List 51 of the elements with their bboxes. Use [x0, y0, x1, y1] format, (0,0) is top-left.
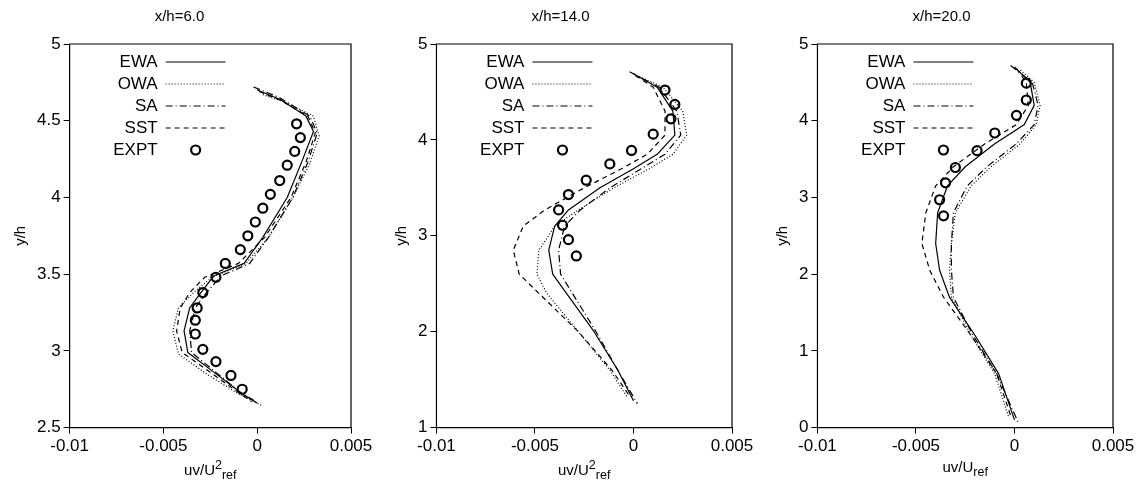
y-tick-label: 4.5 — [36, 110, 61, 130]
y-tick-label: 2 — [798, 263, 809, 283]
legend-label: EWA — [486, 51, 526, 71]
y-tick-label: 0 — [798, 417, 809, 437]
legend-label: EXPT — [480, 139, 525, 159]
x-tick-label: -0.01 — [798, 436, 837, 456]
chart-title: x/h=6.0 — [154, 7, 205, 25]
legend-label: SST — [491, 117, 525, 137]
y-tick-label: 4 — [417, 129, 428, 149]
legend-label: EXPT — [861, 139, 906, 159]
x-tick-label: -0.01 — [417, 436, 456, 456]
x-tick-label: 0.005 — [710, 436, 754, 456]
legend-label: EXPT — [113, 139, 158, 159]
chart-title: x/h=14.0 — [531, 7, 590, 25]
y-tick-label: 3 — [417, 225, 428, 245]
y-tick-label: 3.5 — [36, 263, 61, 283]
x-tick-label: -0.005 — [139, 436, 188, 456]
y-tick-label: 1 — [798, 340, 809, 360]
chart-title: x/h=20.0 — [912, 7, 971, 25]
y-axis-title: y/h — [11, 225, 29, 246]
x-tick-label: -0.005 — [891, 436, 941, 456]
y-tick-label: 1 — [417, 417, 428, 437]
y-tick-label: 2.5 — [36, 417, 61, 437]
y-tick-label: 2 — [417, 321, 428, 341]
legend-label: SA — [134, 95, 159, 115]
legend-label: SST — [124, 117, 158, 137]
legend-label: EWA — [119, 51, 159, 71]
legend-label: SA — [882, 95, 907, 115]
x-tick-label: 0 — [628, 436, 639, 456]
y-tick-label: 3 — [51, 340, 61, 360]
y-tick-label: 5 — [798, 33, 809, 53]
y-axis-title: y/h — [392, 225, 410, 246]
legend-label: OWA — [117, 73, 159, 93]
legend-label: SA — [501, 95, 526, 115]
y-tick-label: 4 — [798, 110, 809, 130]
y-tick-label: 4 — [51, 187, 61, 207]
x-tick-label: 0 — [252, 436, 262, 456]
x-axis-title: uv/U$_{ref}$ — [942, 458, 988, 479]
x-tick-label: -0.01 — [50, 436, 90, 456]
y-tick-label: 5 — [51, 33, 61, 53]
legend-label: OWA — [865, 73, 907, 93]
x-tick-label: 0.005 — [329, 436, 373, 456]
legend-label: OWA — [484, 73, 526, 93]
y-tick-label: 3 — [798, 187, 809, 207]
y-axis-title: y/h — [773, 225, 791, 246]
x-tick-label: -0.005 — [510, 436, 560, 456]
legend-label: SST — [872, 117, 906, 137]
legend-label: EWA — [867, 51, 907, 71]
y-tick-label: 5 — [417, 33, 428, 53]
x-tick-label: 0 — [1009, 436, 1020, 456]
x-tick-label: 0.005 — [1091, 436, 1135, 456]
